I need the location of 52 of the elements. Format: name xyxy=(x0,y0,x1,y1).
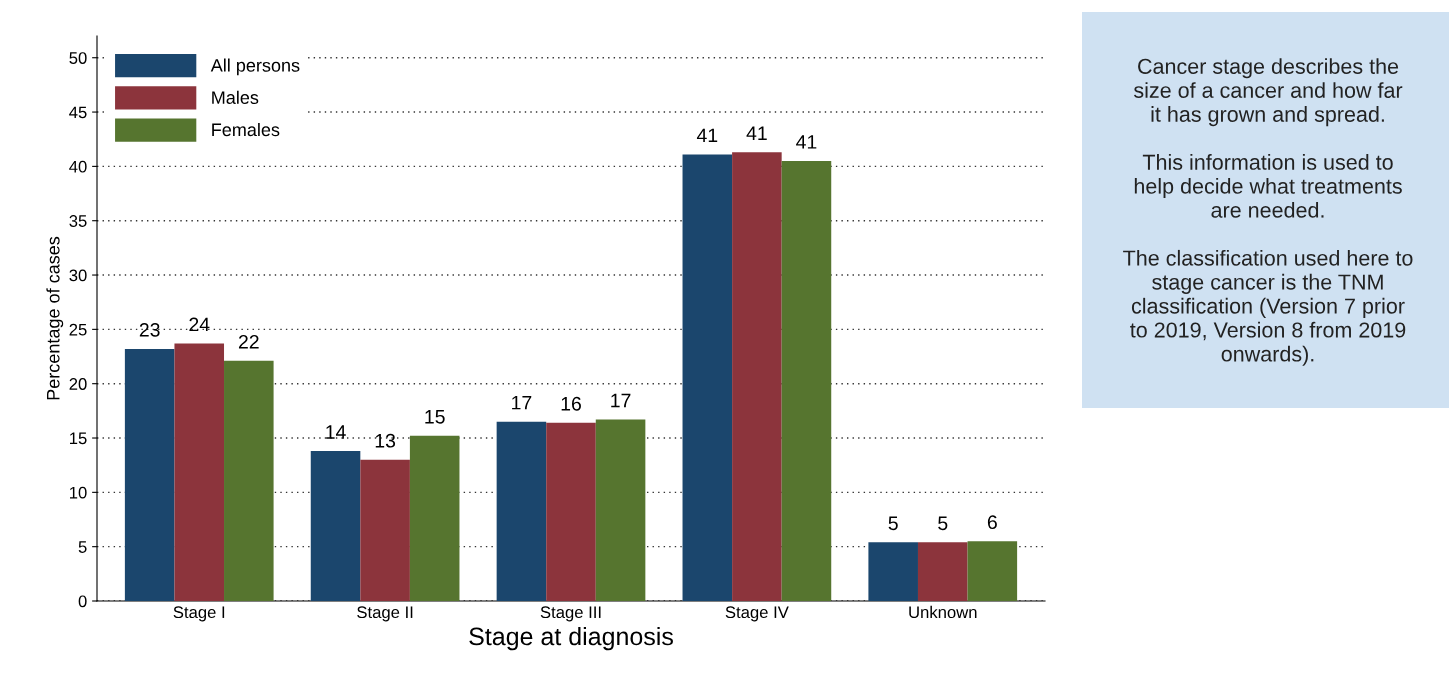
bar xyxy=(682,154,733,601)
y-tick-label: 35 xyxy=(69,215,87,227)
bar xyxy=(967,541,1018,601)
bar xyxy=(409,435,460,601)
data-label: 22 xyxy=(238,334,259,349)
x-axis-title: Stage at diagnosis xyxy=(469,626,673,651)
data-label: 41 xyxy=(746,126,767,140)
bar xyxy=(546,422,596,601)
data-label: 24 xyxy=(189,317,210,332)
x-tick-label: Stage III xyxy=(540,606,601,622)
data-label: 6 xyxy=(987,515,997,530)
x-tick-label: Stage IV xyxy=(725,606,789,622)
bar xyxy=(360,459,410,601)
y-tick-label: 50 xyxy=(69,52,87,64)
legend-label: All persons xyxy=(210,58,300,76)
bar xyxy=(917,542,968,601)
bar xyxy=(124,348,175,601)
data-label: 15 xyxy=(425,410,445,424)
data-label: 23 xyxy=(139,322,160,337)
text: Cancer stage describes the size of a cancer and how far it has grown and spread. This information is used to help decide what treatments are needed. The classification used here to stage cancer is the TNM classification (Version 7 prior to 2019, Version 8 from 2019 onwards). xyxy=(1123,58,1413,366)
bar xyxy=(868,542,918,601)
data-label: 5 xyxy=(888,516,898,531)
data-label: 16 xyxy=(561,396,581,411)
data-label: 41 xyxy=(796,135,817,149)
bar xyxy=(781,160,832,601)
y-tick-label: 5 xyxy=(78,541,87,553)
bar xyxy=(496,421,547,601)
legend-label: Males xyxy=(212,90,259,104)
y-tick-label: 30 xyxy=(69,269,87,282)
bar xyxy=(174,343,225,601)
data-label: 41 xyxy=(696,128,718,143)
data-label: 5 xyxy=(938,516,948,531)
legend-label: Females xyxy=(212,122,280,137)
bar xyxy=(732,152,782,601)
y-tick-label: 20 xyxy=(69,378,87,390)
y-tick-label: 40 xyxy=(69,160,87,173)
x-tick-label: Stage II xyxy=(357,606,413,622)
y-tick-label: 15 xyxy=(70,432,87,445)
bar xyxy=(595,419,646,601)
x-tick-label: Stage I xyxy=(173,606,225,622)
data-label: 13 xyxy=(375,433,396,448)
x-tick-label: Unknown xyxy=(909,605,977,619)
data-label: 17 xyxy=(611,393,631,408)
data-label: 14 xyxy=(326,425,346,439)
y-tick-label: 0 xyxy=(78,595,87,608)
bar xyxy=(224,360,274,601)
data-label: 17 xyxy=(512,395,532,410)
y-axis-title: Percentage of cases xyxy=(46,236,64,400)
bar xyxy=(310,451,361,601)
y-tick-label: 25 xyxy=(69,323,87,336)
y-tick-label: 10 xyxy=(70,486,87,499)
y-tick-label: 45 xyxy=(69,106,87,119)
